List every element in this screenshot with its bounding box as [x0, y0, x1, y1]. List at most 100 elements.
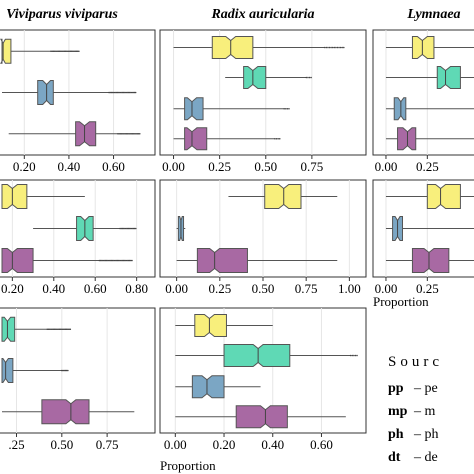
box-body [436, 66, 461, 89]
outlier-point [119, 259, 121, 262]
outlier-point [78, 50, 80, 53]
column-title-viviparus: Viviparus viviparus [6, 7, 118, 22]
outlier-point [128, 132, 130, 135]
box-body [411, 36, 435, 59]
x-tick-label: 0.75 [96, 437, 119, 452]
outlier-point [124, 132, 127, 135]
legend: Sourc pp – pe mp – m ph – ph dt – de [388, 354, 439, 465]
outlier-point [131, 91, 133, 94]
outlier-point [126, 91, 129, 94]
outlier-point [52, 50, 55, 53]
outlier-point [138, 132, 141, 135]
x-axis-label-col1: Proportion [160, 458, 216, 473]
box-pp [173, 36, 345, 59]
outlier-point [136, 132, 139, 135]
box-dt [175, 405, 346, 429]
outlier-point [62, 369, 64, 372]
outlier-point [114, 91, 116, 94]
box-ph [1, 358, 69, 383]
outlier-point [134, 91, 137, 94]
legend-key-pp: pp [388, 381, 404, 396]
outlier-point [61, 50, 63, 53]
box-pp [0, 38, 80, 64]
outlier-point [53, 50, 56, 53]
outlier-point [100, 259, 103, 262]
x-tick-label: 0.75 [301, 159, 324, 174]
panel-7: 0.00 0.20 0.40 0.60 [159, 307, 367, 452]
outlier-point [134, 132, 136, 135]
outlier-point [123, 91, 126, 94]
outlier-point [330, 46, 332, 49]
x-tick-label: 0.00 [162, 159, 185, 174]
panel-6: .25 0.50 0.75 [0, 307, 156, 452]
outlier-point [113, 259, 115, 262]
outlier-point [338, 46, 340, 49]
legend-label-ph: – ph [413, 427, 439, 442]
outlier-point [117, 91, 120, 94]
x-tick-label: 0.25 [416, 159, 439, 174]
outlier-point [130, 227, 132, 230]
outlier-point [131, 132, 134, 135]
legend-key-ph: ph [388, 427, 404, 442]
panel-2: 0.00 0.25 [372, 29, 474, 174]
outlier-point [127, 91, 130, 94]
outlier-point [274, 137, 276, 140]
box-mp [225, 66, 312, 89]
box-body [411, 248, 450, 274]
outlier-point [284, 107, 287, 110]
box-body [41, 399, 90, 425]
x-tick-label: 0.60 [102, 159, 125, 174]
outlier-point [119, 132, 122, 135]
outlier-point [127, 227, 130, 230]
box-mp [1, 316, 72, 342]
outlier-point [48, 328, 51, 331]
outlier-point [335, 46, 337, 49]
outlier-point [122, 132, 124, 135]
x-tick-label: 0.75 [295, 281, 318, 296]
box-body [397, 127, 417, 151]
outlier-point [308, 76, 311, 79]
box-dt [8, 121, 141, 147]
box-ph [176, 216, 186, 241]
outlier-point [130, 132, 133, 135]
legend-label-mp: – m [413, 404, 436, 419]
outlier-point [50, 50, 52, 53]
x-tick-label: 0.60 [310, 437, 333, 452]
x-tick-label: 0.00 [165, 281, 188, 296]
x-tick-label: 1.00 [338, 281, 361, 296]
outlier-point [128, 91, 131, 94]
x-tick-label: 0.50 [50, 437, 73, 452]
box-ph [385, 216, 474, 241]
outlier-point [126, 259, 128, 262]
box-body [0, 38, 12, 64]
box-pp [385, 36, 474, 59]
outlier-point [67, 50, 69, 53]
x-tick-label: 0.40 [261, 437, 284, 452]
box-body [235, 405, 288, 429]
outlier-point [55, 50, 57, 53]
box-body [1, 358, 14, 383]
outlier-point [53, 328, 56, 331]
outlier-point [111, 91, 114, 94]
box-body [243, 66, 267, 89]
outlier-point [70, 50, 73, 53]
outlier-point [65, 369, 68, 372]
box-body [223, 344, 291, 367]
box-mp [175, 344, 358, 367]
outlier-point [46, 328, 49, 331]
outlier-point [121, 91, 124, 94]
box-pp [228, 183, 338, 209]
x-tick-label: 0.20 [213, 437, 236, 452]
outlier-point [116, 91, 119, 94]
box-dt [385, 248, 474, 274]
outlier-point [115, 259, 118, 262]
box-dt [1, 248, 133, 274]
x-tick-label: 0.40 [42, 281, 65, 296]
outlier-point [307, 76, 309, 79]
outlier-point [57, 50, 60, 53]
outlier-point [122, 91, 125, 94]
outlier-point [123, 132, 125, 135]
outlier-point [109, 259, 112, 262]
outlier-point [62, 50, 64, 53]
outlier-point [67, 328, 69, 331]
